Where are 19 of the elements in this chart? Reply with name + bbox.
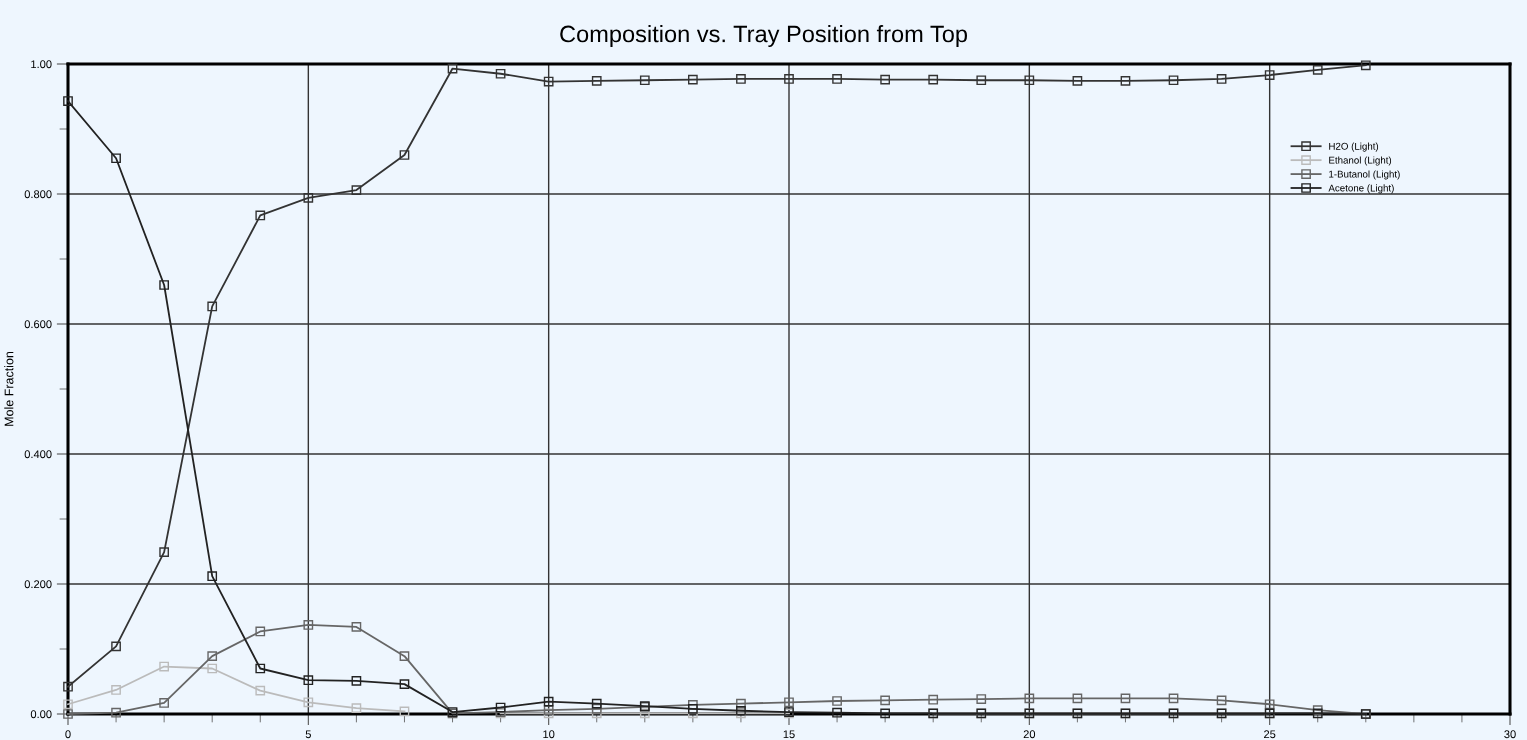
legend-label: 1-Butanol (Light) — [1329, 170, 1400, 180]
x-tick-label: 15 — [783, 730, 795, 739]
x-tick-label: 25 — [1264, 730, 1276, 739]
chart-title: Composition vs. Tray Position from Top — [560, 25, 968, 47]
y-tick-label: 0.00 — [30, 710, 52, 719]
legend-label: Acetone (Light) — [1328, 184, 1394, 194]
y-tick-label: 0.400 — [24, 450, 52, 459]
x-tick-label: 5 — [305, 730, 311, 739]
y-axis-title: Mole Fraction — [4, 351, 14, 426]
x-tick-label: 10 — [543, 730, 555, 739]
x-tick-label: 0 — [65, 730, 71, 739]
y-tick-label: 0.200 — [24, 580, 52, 589]
x-tick-label: 30 — [1504, 730, 1516, 739]
legend-label: H2O (Light) — [1329, 142, 1379, 152]
y-tick-label: 1.00 — [31, 60, 52, 69]
legend-label: Ethanol (Light) — [1329, 156, 1392, 166]
y-tick-label: 0.800 — [24, 190, 52, 199]
y-tick-label: 0.600 — [24, 320, 52, 329]
x-tick-label: 20 — [1023, 730, 1036, 739]
